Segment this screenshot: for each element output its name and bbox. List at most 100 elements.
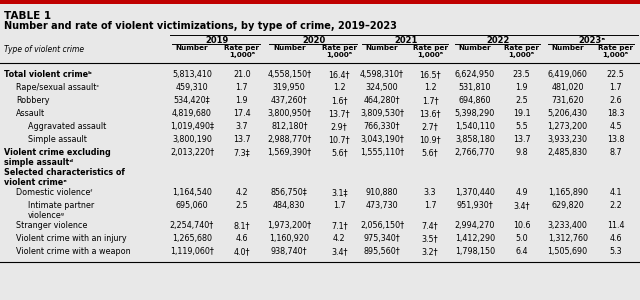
Text: 10.9†: 10.9† <box>419 135 441 144</box>
Text: 1.9: 1.9 <box>515 83 528 92</box>
Text: 5.3: 5.3 <box>609 247 622 256</box>
Text: 856,750‡: 856,750‡ <box>271 188 308 197</box>
Text: 3,933,230: 3,933,230 <box>548 135 588 144</box>
Text: 16.4†: 16.4† <box>328 70 350 79</box>
Text: 2.5: 2.5 <box>515 96 528 105</box>
Text: Intimate partner
violenceᵍ: Intimate partner violenceᵍ <box>28 201 94 220</box>
Text: 1,540,110: 1,540,110 <box>455 122 495 131</box>
Text: 1.7: 1.7 <box>609 83 622 92</box>
Text: 5.6†: 5.6† <box>422 148 438 157</box>
Text: 11.4: 11.4 <box>607 221 625 230</box>
Text: 5.0: 5.0 <box>515 234 528 243</box>
Text: 694,860: 694,860 <box>459 96 491 105</box>
Text: 2022: 2022 <box>486 36 510 45</box>
Text: 5,206,430: 5,206,430 <box>548 109 588 118</box>
Text: 6,624,950: 6,624,950 <box>455 70 495 79</box>
Text: 1.6†: 1.6† <box>331 96 348 105</box>
Text: 5,813,410: 5,813,410 <box>172 70 212 79</box>
Text: 2023ᵃ: 2023ᵃ <box>578 36 605 45</box>
Text: 1,569,390†: 1,569,390† <box>268 148 311 157</box>
Text: 7.3‡: 7.3‡ <box>234 148 250 157</box>
Text: 1,160,920: 1,160,920 <box>269 234 309 243</box>
Text: 1.7†: 1.7† <box>422 96 438 105</box>
Text: Robbery: Robbery <box>16 96 49 105</box>
Text: 4.9: 4.9 <box>515 188 528 197</box>
Text: Type of violent crime: Type of violent crime <box>4 45 84 54</box>
Text: 3,043,190†: 3,043,190† <box>360 135 404 144</box>
Text: 4,558,150†: 4,558,150† <box>268 70 311 79</box>
Text: Aggravated assault: Aggravated assault <box>28 122 106 131</box>
Text: Rate per
1,000ᵃ: Rate per 1,000ᵃ <box>413 45 447 58</box>
Text: 1,798,150: 1,798,150 <box>455 247 495 256</box>
Text: 3,800,950†: 3,800,950† <box>268 109 311 118</box>
Text: 4.2: 4.2 <box>236 188 248 197</box>
Text: 5.6†: 5.6† <box>331 148 348 157</box>
Text: 6,419,060: 6,419,060 <box>548 70 588 79</box>
Text: 2,766,770: 2,766,770 <box>455 148 495 157</box>
Text: 1.7: 1.7 <box>236 83 248 92</box>
Text: 531,810: 531,810 <box>459 83 491 92</box>
Text: 1,019,490‡: 1,019,490‡ <box>170 122 214 131</box>
Text: 951,930†: 951,930† <box>456 201 493 210</box>
Text: 1.7: 1.7 <box>424 201 436 210</box>
Text: 4.2: 4.2 <box>333 234 346 243</box>
Text: 3.4†: 3.4† <box>331 247 348 256</box>
Text: TABLE 1: TABLE 1 <box>4 11 51 21</box>
Text: 484,830: 484,830 <box>273 201 305 210</box>
Text: Violent crime with an injury: Violent crime with an injury <box>16 234 127 243</box>
Text: 2.7†: 2.7† <box>422 122 438 131</box>
Bar <box>0 0 640 4</box>
Text: 17.4: 17.4 <box>233 109 251 118</box>
Text: Violent crime excluding
simple assaultᵈ: Violent crime excluding simple assaultᵈ <box>4 148 111 167</box>
Text: 3.4†: 3.4† <box>513 201 530 210</box>
Text: 4.6: 4.6 <box>236 234 248 243</box>
Text: 13.7: 13.7 <box>513 135 531 144</box>
Text: 459,310: 459,310 <box>176 83 208 92</box>
Text: 23.5: 23.5 <box>513 70 531 79</box>
Text: 2,056,150†: 2,056,150† <box>360 221 404 230</box>
Text: 1,273,200: 1,273,200 <box>548 122 588 131</box>
Text: 16.5†: 16.5† <box>419 70 441 79</box>
Text: 1.9: 1.9 <box>236 96 248 105</box>
Text: 8.1†: 8.1† <box>234 221 250 230</box>
Text: 481,020: 481,020 <box>552 83 584 92</box>
Text: 13.7: 13.7 <box>233 135 251 144</box>
Text: 10.7†: 10.7† <box>328 135 350 144</box>
Text: 2,994,270: 2,994,270 <box>454 221 495 230</box>
Text: Assault: Assault <box>16 109 45 118</box>
Text: 6.4: 6.4 <box>515 247 528 256</box>
Text: 1,119,060†: 1,119,060† <box>170 247 214 256</box>
Text: 1.2: 1.2 <box>424 83 436 92</box>
Text: 629,820: 629,820 <box>551 201 584 210</box>
Text: Number: Number <box>176 45 208 51</box>
Text: 21.0: 21.0 <box>233 70 251 79</box>
Text: 4.1: 4.1 <box>609 188 622 197</box>
Text: 534,420‡: 534,420‡ <box>173 96 211 105</box>
Text: 1,165,890: 1,165,890 <box>548 188 588 197</box>
Text: 3,858,180: 3,858,180 <box>455 135 495 144</box>
Text: 1,973,200†: 1,973,200† <box>268 221 311 230</box>
Text: 4.5: 4.5 <box>609 122 622 131</box>
Text: Rape/sexual assaultᶜ: Rape/sexual assaultᶜ <box>16 83 99 92</box>
Text: 19.1: 19.1 <box>513 109 531 118</box>
Text: 2,013,220†: 2,013,220† <box>170 148 214 157</box>
Text: 2,485,830: 2,485,830 <box>548 148 588 157</box>
Text: 2.5: 2.5 <box>236 201 248 210</box>
Text: 4.6: 4.6 <box>609 234 622 243</box>
Text: Total violent crimeᵇ: Total violent crimeᵇ <box>4 70 92 79</box>
Text: 319,950: 319,950 <box>273 83 306 92</box>
Text: 4,598,310†: 4,598,310† <box>360 70 404 79</box>
Text: 1.7: 1.7 <box>333 201 346 210</box>
Text: 2,254,740†: 2,254,740† <box>170 221 214 230</box>
Text: 895,560†: 895,560† <box>364 247 401 256</box>
Text: Stranger violence: Stranger violence <box>16 221 88 230</box>
Text: 2021: 2021 <box>394 36 418 45</box>
Text: 7.4†: 7.4† <box>422 221 438 230</box>
Text: 3.1‡: 3.1‡ <box>331 188 348 197</box>
Text: 1,370,440: 1,370,440 <box>455 188 495 197</box>
Text: 4,819,680: 4,819,680 <box>172 109 212 118</box>
Text: 2019: 2019 <box>205 36 228 45</box>
Text: 8.7: 8.7 <box>609 148 622 157</box>
Text: 3,233,400: 3,233,400 <box>548 221 588 230</box>
Text: 812,180†: 812,180† <box>271 122 308 131</box>
